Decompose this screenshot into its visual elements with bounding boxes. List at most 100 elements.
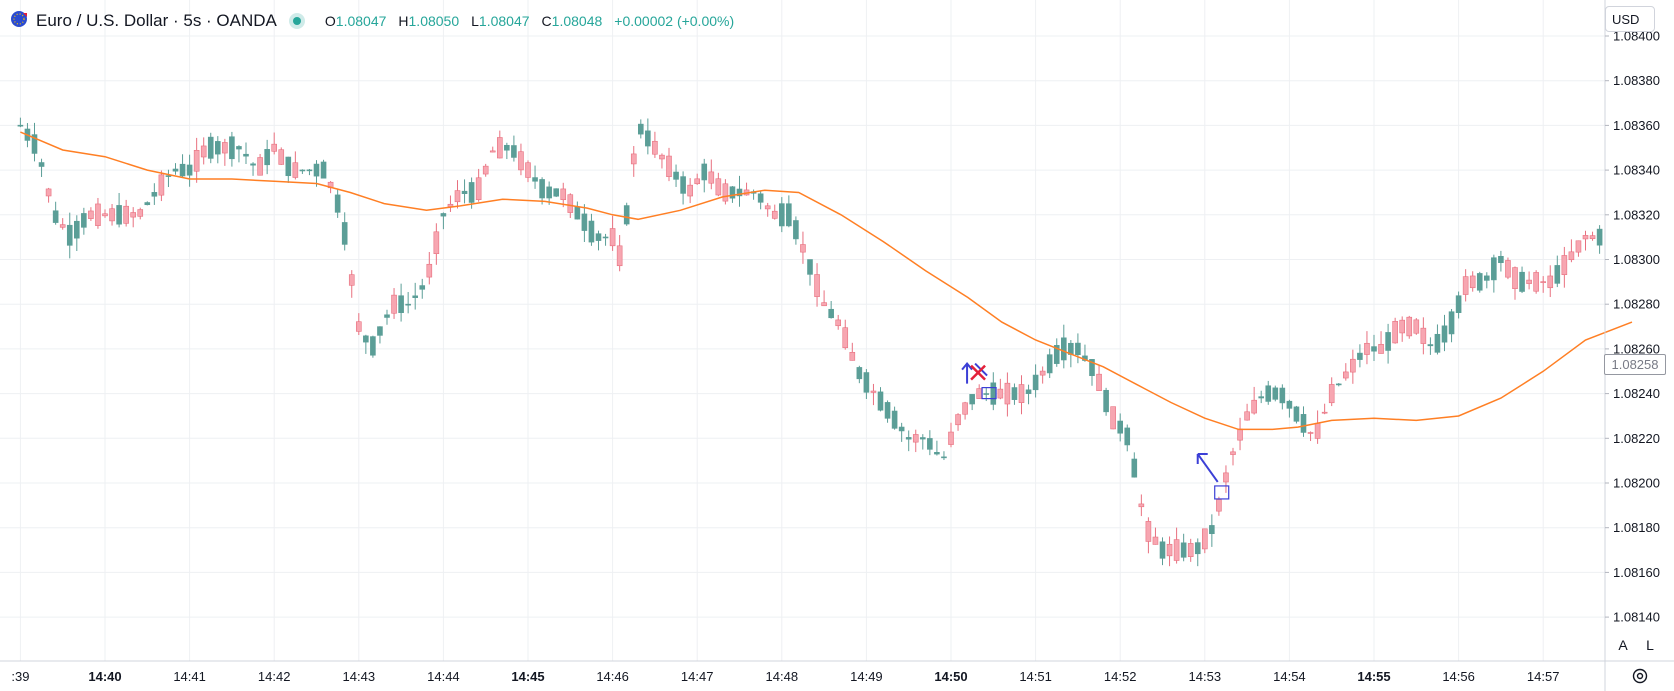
candle	[807, 259, 813, 286]
candle	[1230, 447, 1236, 466]
candle-body	[59, 224, 66, 228]
candle-body	[1399, 319, 1405, 334]
high-value: 1.08050	[408, 13, 460, 29]
price-tick-label: 1.08320	[1613, 207, 1660, 222]
candle	[412, 282, 419, 310]
candle	[715, 172, 722, 197]
candle-body	[440, 213, 447, 217]
candle	[363, 334, 369, 354]
candle	[518, 143, 524, 176]
candle-body	[1244, 411, 1250, 421]
currency-selector[interactable]: USD	[1605, 6, 1655, 32]
candle	[1491, 254, 1497, 293]
candle	[74, 215, 80, 251]
candle	[419, 278, 426, 299]
candle	[1484, 272, 1490, 289]
euro-flag-icon	[10, 10, 28, 32]
candle	[1166, 536, 1173, 567]
candle	[771, 204, 778, 220]
candle-body	[539, 179, 545, 199]
candle-body	[877, 391, 884, 411]
symbol-title[interactable]: Euro / U.S. Dollar · 5s · OANDA	[36, 11, 277, 30]
candle-body	[1279, 387, 1286, 404]
candle-body	[814, 274, 820, 297]
candle-body	[912, 434, 919, 443]
candle-body	[1441, 325, 1448, 343]
candle-body	[729, 186, 736, 199]
candle	[229, 131, 235, 167]
candle-body	[341, 222, 348, 245]
candle-body	[969, 394, 975, 405]
candle	[341, 212, 348, 251]
candle	[884, 400, 891, 423]
time-tick-label: 14:49	[850, 669, 883, 684]
candle	[616, 235, 623, 272]
candle	[1159, 537, 1166, 566]
candle-body	[250, 163, 256, 166]
candle	[941, 451, 947, 461]
candle	[990, 372, 997, 411]
candle	[377, 326, 383, 344]
candle	[348, 270, 355, 298]
candle-body	[1117, 420, 1123, 434]
log-scale-button[interactable]: L	[1646, 637, 1654, 653]
candle-body	[1124, 427, 1131, 446]
candle	[588, 213, 595, 246]
candle-body	[764, 205, 771, 210]
candle-body	[179, 163, 186, 177]
candle	[66, 212, 73, 259]
candle	[666, 147, 672, 182]
candle-body	[1293, 406, 1300, 422]
candle-body	[1053, 345, 1060, 364]
candle	[898, 422, 905, 442]
candle-body	[1519, 271, 1525, 292]
candle	[1300, 406, 1307, 437]
candle	[1519, 266, 1525, 294]
candle	[1145, 517, 1152, 554]
candle-body	[1230, 451, 1236, 455]
candle	[504, 142, 510, 160]
candle-body	[588, 220, 595, 243]
candle	[1314, 410, 1321, 444]
price-tick-label: 1.08200	[1613, 476, 1660, 491]
candle-body	[123, 205, 129, 224]
candle-body	[821, 302, 827, 307]
candle	[1138, 494, 1145, 517]
candle-body	[257, 157, 263, 176]
candle	[1202, 528, 1208, 554]
candle-body	[659, 154, 665, 160]
candle-body	[482, 165, 489, 175]
candle-body	[905, 437, 912, 440]
candle	[1357, 344, 1363, 368]
gear-icon[interactable]	[1630, 666, 1650, 686]
auto-scale-button[interactable]: A	[1618, 637, 1628, 653]
candle	[1124, 424, 1131, 452]
candle	[137, 207, 144, 220]
candle	[581, 204, 588, 242]
candle-body	[137, 209, 144, 217]
candle-body	[1265, 385, 1272, 402]
candle	[1589, 231, 1596, 241]
time-tick-label: 14:52	[1104, 669, 1137, 684]
candle-body	[1159, 541, 1166, 559]
candle-body	[1032, 374, 1039, 391]
candle	[1096, 365, 1102, 391]
candle	[1371, 334, 1377, 361]
price-tick-label: 1.08220	[1613, 431, 1660, 446]
candle-body	[38, 162, 45, 167]
candle	[525, 160, 531, 183]
candle-body	[870, 390, 877, 393]
candle	[207, 132, 214, 164]
candle-body	[567, 194, 574, 213]
candle	[144, 201, 151, 206]
candle	[673, 164, 679, 187]
price-tick-label: 1.08360	[1613, 118, 1660, 133]
candle	[595, 230, 602, 251]
candle-body	[793, 220, 799, 240]
candle	[116, 192, 122, 228]
candle-body	[299, 169, 306, 172]
candle	[630, 146, 637, 177]
price-tick-label: 1.08140	[1613, 610, 1660, 625]
candle	[151, 183, 158, 205]
